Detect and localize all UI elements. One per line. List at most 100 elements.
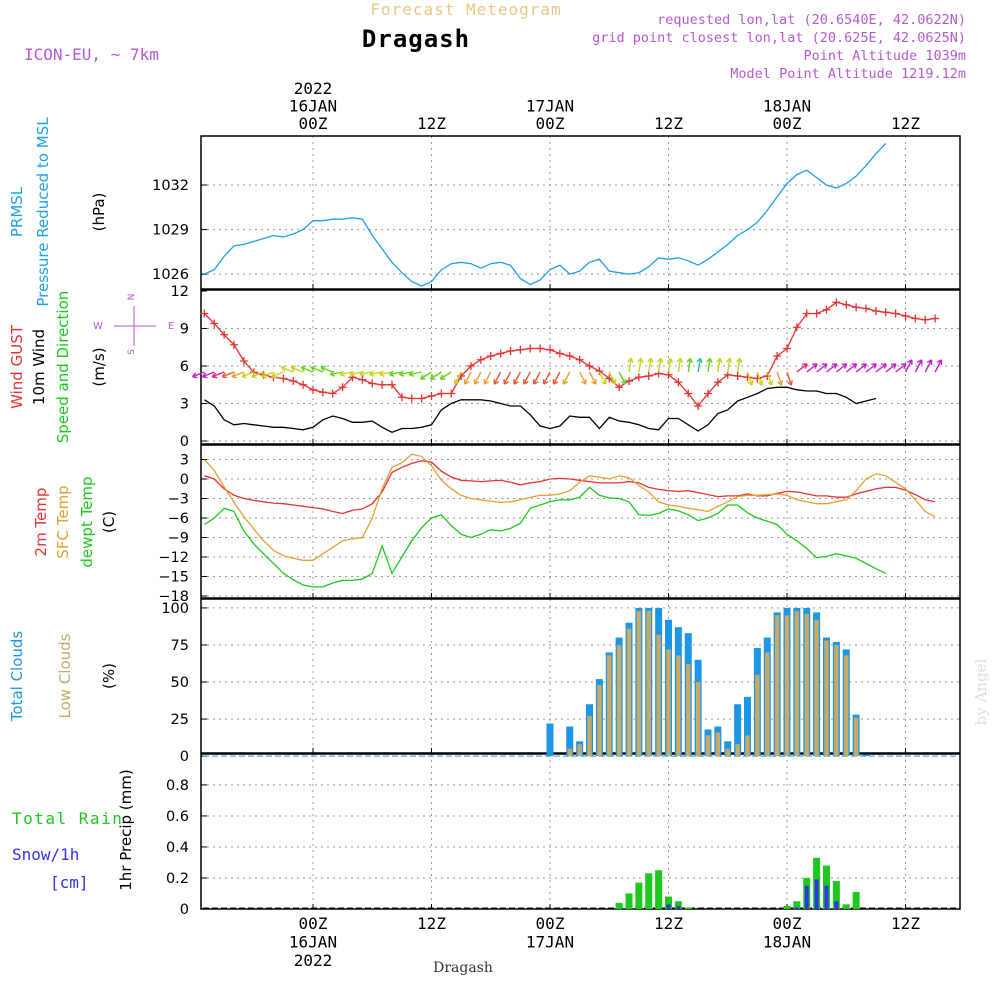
wind-arrow (716, 357, 723, 373)
rain-bar (655, 870, 663, 909)
y-tick-label: 75 (171, 638, 189, 654)
wind-arrow-head (736, 357, 743, 364)
pressure-line (204, 142, 887, 287)
wind-arrow-shaft (503, 371, 512, 385)
gust-marker (447, 389, 456, 398)
wind-arrow-shaft (687, 358, 692, 373)
wind-arrow-shaft (369, 371, 383, 376)
total-cloud-bar (566, 726, 574, 757)
gust-marker (822, 305, 831, 314)
low-cloud-bar (616, 644, 622, 757)
panel-frame (200, 289, 961, 445)
wind-arrow (776, 371, 784, 386)
wind-arrow-head (821, 363, 828, 369)
wind-arrow (806, 363, 818, 373)
wind-arrow (231, 371, 245, 379)
y-tick-label: −18 (158, 589, 189, 605)
wind-arrow-head (891, 363, 897, 369)
wind-arrow-shaft (865, 363, 877, 373)
wind-arrow (329, 370, 343, 377)
gust-marker (713, 378, 722, 387)
wind-arrow (473, 371, 482, 385)
y-tick-label: −3 (168, 492, 189, 508)
wind-arrow-head (851, 363, 858, 369)
requested-coords: requested lon,lat (20.6540E, 42.0622N) (657, 12, 966, 28)
y-tick-label: 0 (180, 902, 189, 918)
wind-arrow (280, 365, 294, 373)
total-cloud-bar (744, 696, 751, 757)
wind-arrow-head (349, 370, 355, 377)
point-altitude: Point Altitude 1039m (803, 48, 966, 64)
gust-marker (733, 372, 742, 380)
gust-marker (881, 308, 890, 317)
wind-arrow-shaft (845, 363, 858, 373)
wind-arrow-head (591, 379, 597, 385)
gust-marker (674, 378, 683, 387)
temp2m-line (204, 460, 936, 515)
wind-arrow (419, 371, 432, 380)
low-cloud-bar (784, 615, 790, 757)
gust-marker (812, 309, 821, 318)
top-time-label: 18JAN (763, 97, 811, 116)
y-tick-label: −15 (158, 570, 189, 586)
panel-frame (200, 753, 961, 910)
gust-marker (328, 389, 337, 398)
y-tick-label: 0 (180, 749, 189, 765)
low-cloud-bar (626, 628, 632, 757)
wind-arrow-shaft (638, 358, 642, 373)
wind-arrow (359, 370, 373, 377)
wind-arrow (706, 357, 713, 373)
wind-arrow-head (231, 372, 238, 379)
wind-arrow (241, 371, 255, 379)
forecast-title: Forecast Meteogram (370, 0, 561, 19)
wind-arrow (542, 371, 551, 385)
wind-arrow-head (716, 357, 723, 364)
wind-arrow (251, 371, 264, 379)
wind-arrow-shaft (543, 371, 551, 385)
wind-arrow-head (627, 357, 634, 364)
rain-bar (832, 881, 840, 909)
wind-arrow-shaft (523, 371, 531, 385)
wind-arrow-shaft (493, 371, 502, 385)
wind-arrow-head (389, 370, 395, 377)
location-title: Dragash (362, 25, 470, 53)
wind-arrow (454, 371, 462, 385)
gust-marker (299, 380, 308, 389)
y-tick-label: −12 (158, 550, 189, 566)
wind-arrow-head (191, 372, 198, 379)
wind-arrow-head (339, 370, 346, 377)
wind-arrow (379, 370, 393, 377)
wind-arrow-head (900, 363, 907, 369)
wind-arrow-head (542, 379, 549, 385)
wind-arrow-shaft (618, 371, 627, 385)
gust-marker (901, 312, 910, 320)
wind-arrow (310, 365, 324, 373)
bottom-time-label: 12Z (417, 914, 446, 933)
wind-arrow-shaft (320, 366, 334, 373)
gust-marker (625, 377, 633, 385)
wind-arrow-shaft (339, 371, 353, 376)
gust-marker (427, 392, 436, 400)
wind-arrow-head (947, 360, 951, 365)
wind-arrow-shaft (349, 371, 363, 376)
low-cloud-bar (695, 682, 701, 757)
wind-arrow-head (757, 380, 764, 386)
wind-arrow (676, 357, 684, 373)
y-tick-label: 100 (161, 601, 189, 617)
snow-bar (676, 905, 681, 909)
wind-arrow-shaft (657, 358, 662, 373)
rain-bar (645, 873, 653, 909)
wind-arrow-shaft (766, 371, 773, 386)
wind-arrow-head (610, 379, 617, 385)
wind-arrow (657, 357, 664, 373)
gust-marker (792, 323, 801, 332)
wind-arrow-head (706, 357, 713, 364)
gust-marker (585, 362, 594, 370)
wind-arrow (855, 363, 868, 373)
rain-bar (665, 896, 672, 909)
wind-arrow-shaft (756, 371, 763, 386)
y-tick-label: 1026 (152, 267, 189, 283)
wind-dir-label: Speed and Direction (54, 291, 72, 444)
wind-arrow (588, 371, 597, 385)
